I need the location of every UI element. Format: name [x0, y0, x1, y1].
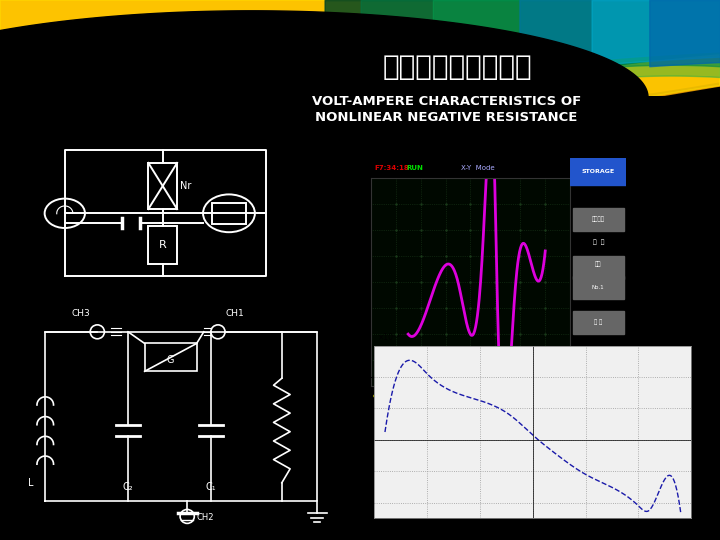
Text: 波形: 波形	[595, 261, 601, 273]
Y-axis label: I/A: I/A	[336, 423, 347, 432]
Bar	[148, 163, 177, 209]
Bar	[573, 276, 624, 299]
Text: CH2: CH2	[197, 513, 214, 522]
Text: R: R	[159, 240, 166, 250]
Text: STORAGE: STORAGE	[582, 169, 615, 174]
Text: 保 存: 保 存	[594, 356, 603, 361]
Text: ×10⁻⁴: ×10⁻⁴	[377, 333, 400, 342]
Text: Nr: Nr	[180, 181, 192, 191]
Bar	[573, 256, 624, 279]
Text: 波  形: 波 形	[593, 239, 604, 245]
Bar	[573, 310, 624, 334]
Bar	[573, 347, 624, 370]
Text: C₂: C₂	[122, 482, 133, 492]
Text: C₁: C₁	[205, 482, 216, 492]
Text: L: L	[28, 478, 34, 488]
Text: G: G	[167, 355, 174, 365]
Bar	[145, 343, 197, 372]
Text: ≈≈ 1.002kHz: ≈≈ 1.002kHz	[544, 394, 587, 399]
Text: 调 出: 调 出	[594, 319, 603, 325]
Bar	[148, 226, 177, 264]
Text: VOLT-AMPERE CHARACTERISTICS OF: VOLT-AMPERE CHARACTERISTICS OF	[312, 95, 581, 108]
Text: NONLINEAR NEGATIVE RESISTANCE: NONLINEAR NEGATIVE RESISTANCE	[315, 111, 577, 124]
Bar	[573, 208, 624, 231]
Bar	[570, 158, 626, 185]
Text: CH3: CH3	[71, 308, 90, 318]
Text: 存储类型: 存储类型	[592, 217, 605, 222]
Text: RUN: RUN	[407, 165, 423, 171]
Bar	[212, 203, 246, 224]
Text: CH2=  500mV: CH2= 500mV	[460, 394, 505, 399]
Polygon shape	[0, 11, 720, 97]
Text: No.1: No.1	[592, 285, 605, 291]
Text: X-Y  Mode: X-Y Mode	[461, 165, 494, 171]
Text: 非线性负阻伏安特性: 非线性负阻伏安特性	[382, 53, 532, 82]
Text: F7:34:18: F7:34:18	[375, 165, 410, 171]
Text: CH1: CH1	[225, 308, 244, 318]
Text: CH1: 5.00V/: CH1: 5.00V/	[374, 394, 410, 399]
